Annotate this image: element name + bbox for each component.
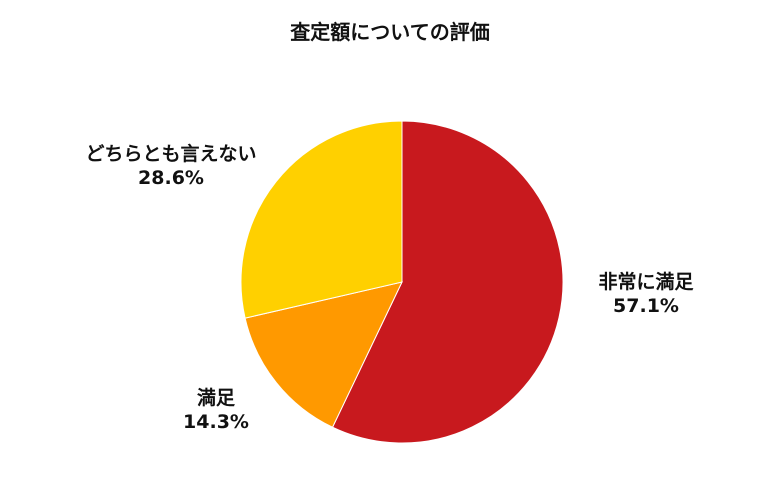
slice-label-name: 満足 bbox=[196, 387, 235, 409]
chart-title: 査定額についての評価 bbox=[290, 20, 490, 44]
pie-slice-satisfied bbox=[244, 281, 403, 428]
slice-label-neutral: どちらとも言えない 28.6% bbox=[46, 142, 296, 190]
slice-label-value: 14.3% bbox=[183, 411, 249, 433]
pie-slice-very-satisfied bbox=[331, 120, 564, 444]
slice-label-satisfied: 満足 14.3% bbox=[146, 386, 286, 434]
slice-label-value: 57.1% bbox=[613, 295, 679, 317]
pie-slice-neutral bbox=[240, 120, 403, 319]
slice-label-name: どちらとも言えない bbox=[85, 143, 257, 165]
slice-label-name: 非常に満足 bbox=[598, 271, 694, 293]
slice-label-very-satisfied: 非常に満足 57.1% bbox=[566, 270, 726, 318]
slice-label-value: 28.6% bbox=[138, 167, 204, 189]
